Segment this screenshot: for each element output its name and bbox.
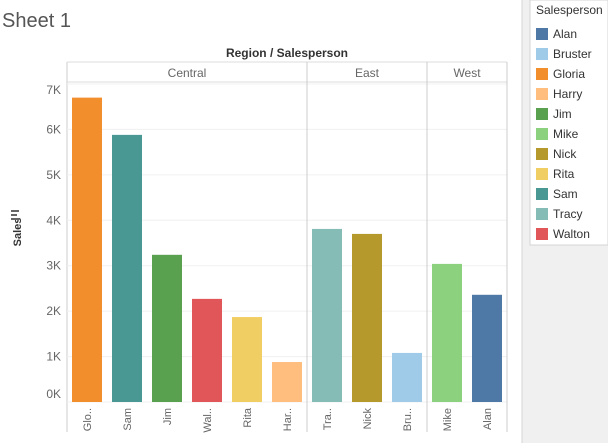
x-tick-label: Jim bbox=[162, 408, 174, 425]
bar bbox=[72, 97, 102, 402]
legend-swatch bbox=[536, 188, 548, 200]
legend-label: Mike bbox=[553, 127, 579, 141]
y-tick-label: 6K bbox=[46, 122, 61, 136]
bar bbox=[112, 134, 142, 402]
legend-swatch bbox=[536, 68, 548, 80]
legend-swatch bbox=[536, 128, 548, 140]
bar bbox=[272, 362, 302, 402]
legend-swatch bbox=[536, 48, 548, 60]
region-label: Central bbox=[168, 66, 207, 80]
legend-label: Alan bbox=[553, 27, 577, 41]
x-tick-label: Glo.. bbox=[82, 408, 94, 431]
region-label: West bbox=[453, 66, 481, 80]
legend-swatch bbox=[536, 88, 548, 100]
legend-label: Tracy bbox=[553, 207, 583, 221]
bar bbox=[312, 228, 342, 402]
x-tick-label: Tra.. bbox=[322, 408, 334, 430]
legend-swatch bbox=[536, 228, 548, 240]
y-tick-label: 4K bbox=[46, 213, 61, 227]
legend-label: Nick bbox=[553, 147, 577, 161]
region-label: East bbox=[355, 66, 380, 80]
y-tick-label: 1K bbox=[46, 350, 61, 364]
bar bbox=[192, 298, 222, 402]
legend-swatch bbox=[536, 108, 548, 120]
bar bbox=[472, 294, 502, 402]
x-tick-label: Wal.. bbox=[202, 408, 214, 433]
legend-swatch bbox=[536, 28, 548, 40]
legend-label: Rita bbox=[553, 167, 575, 181]
legend-label: Bruster bbox=[553, 47, 592, 61]
y-axis-label: Sales bbox=[12, 218, 24, 247]
x-tick-label: Bru.. bbox=[402, 408, 414, 431]
x-tick-label: Sam bbox=[122, 408, 134, 431]
legend-title: Salesperson bbox=[536, 3, 603, 17]
legend-label: Sam bbox=[553, 187, 578, 201]
legend-box bbox=[529, 0, 608, 246]
x-tick-label: Alan bbox=[482, 408, 494, 430]
bar bbox=[352, 233, 382, 402]
legend-swatch bbox=[536, 148, 548, 160]
y-tick-label: 7K bbox=[46, 83, 61, 97]
legend-label: Jim bbox=[553, 107, 572, 121]
x-tick-label: Mike bbox=[442, 408, 454, 431]
x-tick-label: Rita bbox=[242, 407, 254, 427]
legend-label: Walton bbox=[553, 227, 590, 241]
x-tick-label: Har.. bbox=[282, 408, 294, 431]
x-tick-label: Nick bbox=[362, 408, 374, 430]
y-tick-label: 5K bbox=[46, 168, 61, 182]
legend-label: Gloria bbox=[553, 67, 585, 81]
y-tick-label: 0K bbox=[46, 387, 61, 401]
bar bbox=[392, 352, 422, 402]
bar bbox=[152, 254, 182, 402]
sort-icon bbox=[11, 210, 19, 220]
header: Region / Salesperson bbox=[226, 46, 348, 60]
legend-swatch bbox=[536, 168, 548, 180]
bar bbox=[232, 317, 262, 402]
y-tick-label: 2K bbox=[46, 304, 61, 318]
sheet-title: Sheet 1 bbox=[2, 10, 71, 32]
bar bbox=[432, 263, 462, 402]
y-tick-label: 3K bbox=[46, 259, 61, 273]
legend-label: Harry bbox=[553, 87, 582, 101]
legend-swatch bbox=[536, 208, 548, 220]
